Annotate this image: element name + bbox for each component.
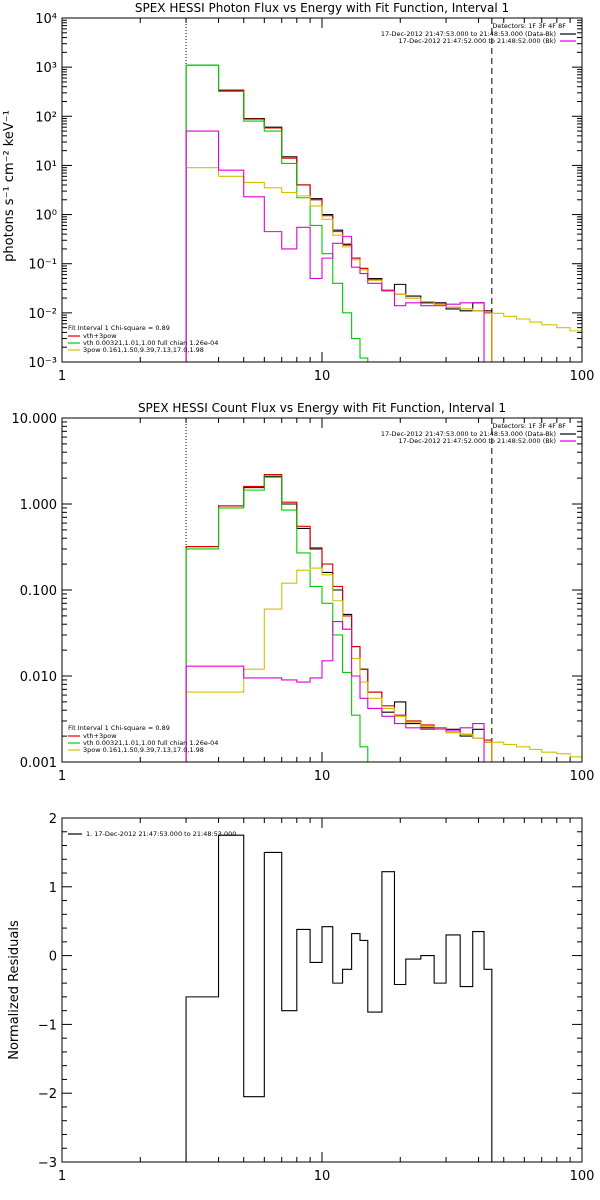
count-flux-ticks: [62, 417, 582, 763]
count-flux-fit-legend-entry: vth+3pow: [83, 732, 117, 740]
photon-flux-y-tick-label: 10⁻¹: [28, 258, 57, 273]
photon-flux-y-tick-label: 10⁴: [35, 12, 57, 27]
count-flux-y-tick-labels: 0.001 0.010 0.100 1.000 10.000: [12, 412, 58, 771]
residuals-legend: 1. 17-Dec-2012 21:47:53.000 to 21:48:53.…: [68, 830, 236, 838]
photon-flux-x-tick-labels: 1 10 100: [58, 369, 595, 384]
residuals-x-tick-labels: 1 10 100: [58, 1169, 595, 1184]
count-flux-series-model-vth: [185, 476, 395, 763]
photon-flux-axes-box: [61, 17, 583, 363]
photon-flux-fit-legend-title: Fit Interval 1 Chi-square = 0.89: [68, 324, 170, 332]
residuals-series: [185, 834, 493, 1162]
photon-flux-legend-entry: 17-Dec-2012 21:47:53.000 to 21:48:53.000…: [381, 30, 556, 38]
photon-flux-y-tick-label: 10¹: [35, 159, 57, 174]
residuals-y-tick-label: −1: [38, 1018, 57, 1033]
photon-flux-series-background: [185, 130, 485, 362]
residuals-y-tick-label: 0: [49, 950, 57, 965]
residuals-y-tick-label: −2: [38, 1087, 57, 1102]
count-flux-x-tick-labels: 1 10 100: [58, 769, 595, 784]
count-flux-y-tick-label: 0.010: [20, 670, 57, 685]
count-flux-legend-title: Detectors: 1F 3F 4F 8F: [492, 422, 566, 430]
photon-flux-series-model-vth: [185, 64, 382, 363]
photon-flux-legend-entry: 17-Dec-2012 21:47:52.000 to 21:48:52.000…: [399, 37, 557, 45]
residuals-axes-box: [61, 817, 583, 1163]
count-flux-title: SPEX HESSI Count Flux vs Energy with Fit…: [138, 401, 506, 415]
count-flux-axes-box: [61, 417, 583, 763]
count-flux-fit-legend-entry: vth 0.00321,1.01,1.00 full chian 1.26e-0…: [83, 739, 218, 747]
photon-flux-y-tick-labels: 10⁻³ 10⁻² 10⁻¹ 10⁰ 10¹ 10² 10³ 10⁴: [28, 12, 57, 371]
count-flux-legend-entry: 17-Dec-2012 21:47:53.000 to 21:48:53.000…: [381, 430, 556, 438]
photon-flux-x-tick-label: 10: [314, 369, 331, 384]
count-flux-fit-legend-entry: 3pow 0.161,1.50,9.39,7.13,17.0,1.98: [83, 746, 204, 754]
count-flux-x-tick-label: 100: [570, 769, 595, 784]
photon-flux-fit-legend-entry: vth+3pow: [83, 332, 117, 340]
residuals-x-tick-label: 10: [314, 1169, 331, 1184]
residuals-y-tick-label: 2: [49, 812, 57, 827]
photon-flux-y-tick-label: 10⁻³: [28, 356, 57, 371]
residuals-y-label: Normalized Residuals: [7, 920, 22, 1060]
residuals-y-tick-label: 1: [49, 881, 57, 896]
photon-flux-x-tick-label: 100: [570, 369, 595, 384]
count-flux-series-background: [185, 620, 485, 762]
count-flux-y-tick-label: 0.001: [20, 756, 57, 771]
photon-flux-title: SPEX HESSI Photon Flux vs Energy with Fi…: [135, 1, 509, 15]
count-flux-y-tick-label: 10.000: [12, 412, 58, 427]
count-flux-y-tick-label: 0.100: [20, 584, 57, 599]
count-flux-x-tick-label: 10: [314, 769, 331, 784]
photon-flux-legend-fit: Fit Interval 1 Chi-square = 0.89vth+3pow…: [68, 324, 218, 354]
count-flux-series: [185, 474, 582, 763]
residuals-x-tick-label: 100: [570, 1169, 595, 1184]
residuals-ticks: [62, 817, 582, 1163]
residuals-y-tick-labels: −3 −2 −1 0 1 2: [38, 812, 57, 1171]
residuals-series-data-minus-background: [185, 834, 493, 1162]
photon-flux-series: [185, 64, 582, 363]
photon-flux-fit-legend-entry: 3pow 0.161,1.50,9.39,7.13,17.0,1.98: [83, 346, 204, 354]
photon-flux-y-tick-label: 10⁻²: [28, 307, 57, 322]
count-flux-y-tick-label: 1.000: [20, 498, 57, 513]
photon-flux-series-model-3pow: [185, 167, 493, 362]
count-flux-fit-legend-title: Fit Interval 1 Chi-square = 0.89: [68, 724, 170, 732]
photon-flux-fit-legend-entry: vth 0.00321,1.01,1.00 full chian 1.26e-0…: [83, 339, 218, 347]
photon-flux-y-tick-label: 10³: [35, 61, 57, 76]
photon-flux-x-tick-label: 1: [58, 369, 66, 384]
count-flux-series-model-3pow-extension: [491, 741, 582, 758]
count-flux-legend-entry: 17-Dec-2012 21:47:52.000 to 21:48:52.000…: [399, 437, 557, 445]
count-flux-panel: SPEX HESSI Count Flux vs Energy with Fit…: [12, 401, 595, 784]
photon-flux-y-tick-label: 10²: [35, 110, 57, 125]
residuals-x-tick-label: 1: [58, 1169, 66, 1184]
photon-flux-panel: SPEX HESSI Photon Flux vs Energy with Fi…: [2, 1, 594, 384]
photon-flux-series-model-3pow-extension: [491, 312, 582, 332]
residuals-legend-entry: 1. 17-Dec-2012 21:47:53.000 to 21:48:53.…: [86, 830, 236, 838]
photon-flux-legend-title: Detectors: 1F 3F 4F 8F: [492, 22, 566, 30]
photon-flux-y-label: photons s⁻¹ cm⁻² keV⁻¹: [2, 110, 17, 262]
photon-flux-y-tick-label: 10⁰: [35, 209, 57, 224]
residuals-y-tick-label: −3: [38, 1156, 57, 1171]
count-flux-legend-fit: Fit Interval 1 Chi-square = 0.89vth+3pow…: [68, 724, 218, 754]
residuals-panel: Normalized Residuals −3 −2 −1 0 1 2 1 10 100 1.…: [7, 812, 594, 1184]
count-flux-x-tick-label: 1: [58, 769, 66, 784]
